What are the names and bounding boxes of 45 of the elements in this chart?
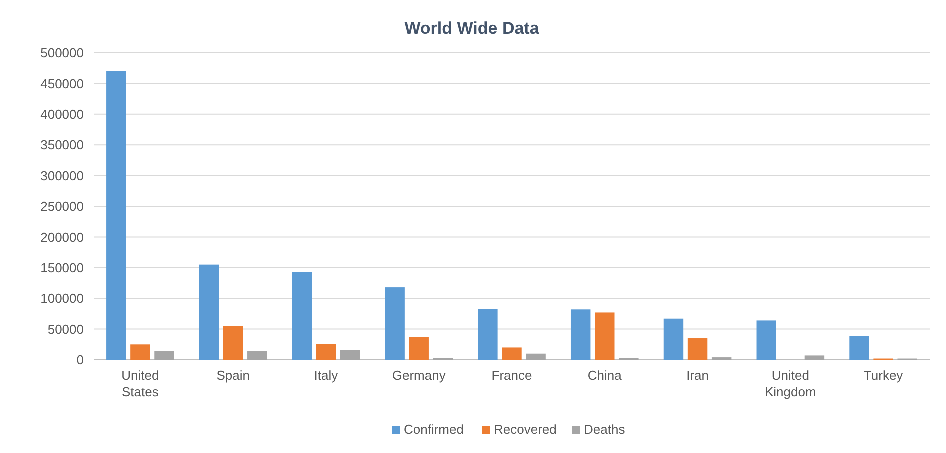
y-tick-label: 0: [76, 352, 84, 368]
bar: [570, 310, 591, 360]
bar: [688, 338, 708, 360]
x-tick-label: Spain: [216, 368, 250, 383]
y-tick-label: 50000: [48, 322, 84, 337]
bar: [756, 320, 776, 360]
legend-label: Deaths: [584, 422, 626, 437]
x-tick-label: United Kingdom: [765, 368, 816, 400]
y-tick-label: 200000: [40, 230, 84, 245]
bar: [248, 351, 268, 360]
bar: [223, 326, 244, 360]
x-tick-label: Germany: [392, 368, 446, 383]
x-tick-label: United States: [122, 368, 160, 400]
bar: [340, 350, 360, 360]
bar: [478, 309, 498, 360]
bar: [106, 71, 126, 360]
x-tick-label: Turkey: [864, 368, 904, 383]
x-tick-label: France: [492, 368, 532, 383]
y-tick-label: 400000: [40, 106, 84, 122]
bar: [850, 336, 870, 360]
legend-label: Confirmed: [404, 422, 464, 437]
y-tick-label: 500000: [40, 46, 84, 61]
x-tick-label: China: [588, 368, 623, 383]
y-tick-label: 250000: [40, 199, 84, 214]
bar: [316, 344, 336, 360]
y-tick-label: 350000: [40, 138, 84, 153]
bar: [199, 264, 220, 360]
bar: [409, 337, 429, 360]
y-tick-label: 450000: [40, 76, 84, 92]
bar: [595, 312, 615, 360]
legend-label: Recovered: [494, 422, 557, 437]
chart-title: World Wide Data: [404, 19, 540, 38]
bar: [526, 354, 546, 360]
bar: [804, 356, 825, 360]
bar: [502, 348, 522, 360]
bar: [154, 351, 174, 360]
x-tick-label: Iran: [686, 368, 709, 383]
y-tick-label: 150000: [40, 260, 84, 276]
bar: [292, 272, 312, 360]
bar: [385, 288, 405, 360]
y-tick-label: 300000: [40, 168, 84, 184]
x-tick-label: Italy: [314, 368, 339, 383]
y-tick-label: 100000: [40, 291, 84, 306]
bar: [130, 344, 150, 360]
bar: [664, 318, 684, 360]
